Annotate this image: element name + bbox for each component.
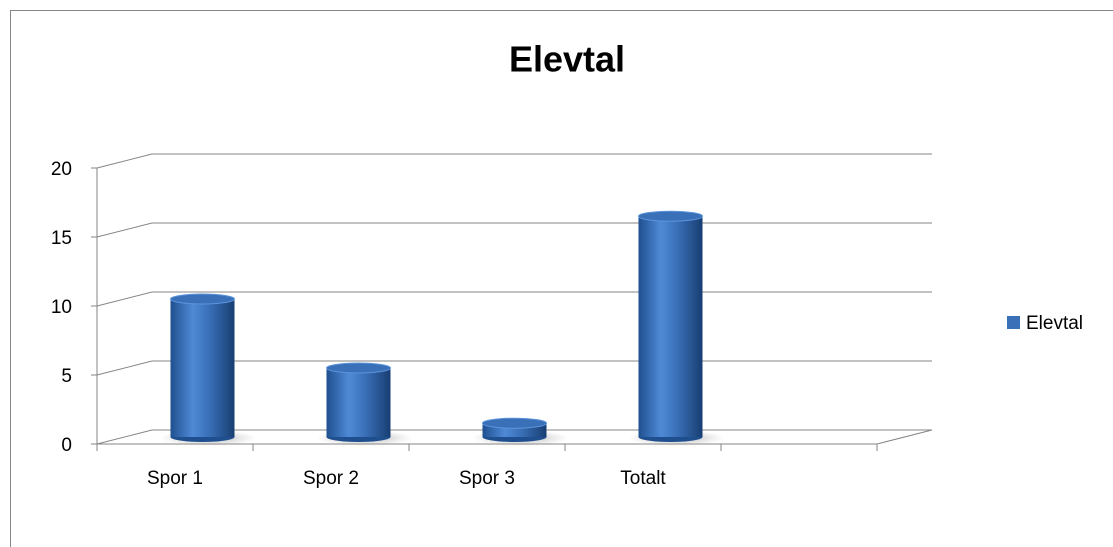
chart-border (10, 10, 1113, 547)
x-tick-label: Spor 1 (147, 468, 203, 489)
grid-line-diag (96, 291, 153, 307)
legend-label: Elevtal (1026, 313, 1083, 334)
x-tick-label: Spor 2 (303, 468, 359, 489)
bar (170, 299, 235, 437)
y-tick-label: 15 (51, 228, 72, 249)
grid-line-diag (96, 360, 153, 376)
y-tick-label: 20 (51, 159, 72, 180)
bar (638, 216, 703, 437)
y-tick-label: 0 (61, 435, 72, 456)
grid-line-diag (96, 429, 153, 445)
bar-top (170, 293, 235, 305)
chart-title: Elevtal (509, 39, 625, 80)
grid-line-diag (96, 222, 153, 238)
floor-edge (876, 429, 933, 445)
y-tick-label: 5 (61, 366, 72, 387)
x-tick-label: Spor 3 (459, 468, 515, 489)
grid-line-diag (96, 153, 153, 169)
bar-top (482, 417, 547, 429)
y-tick-label: 10 (51, 297, 72, 318)
legend-swatch (1007, 316, 1020, 329)
bar (326, 368, 391, 437)
bar-top (638, 210, 703, 222)
bar-top (326, 362, 391, 374)
x-tick-label: Totalt (620, 468, 666, 489)
